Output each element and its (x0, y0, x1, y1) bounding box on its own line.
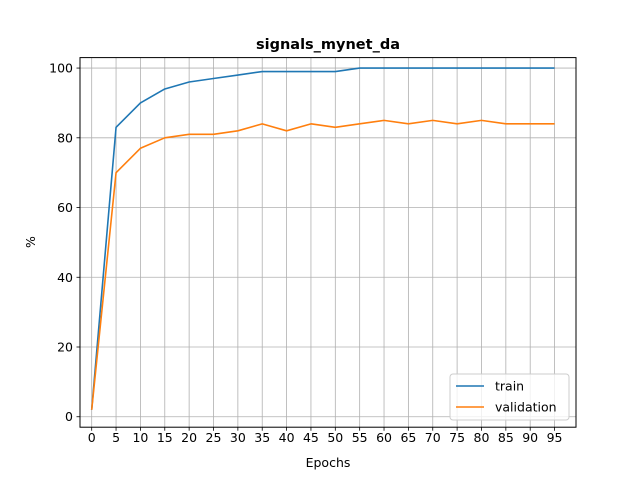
x-tick-label: 80 (474, 430, 490, 445)
x-tick-label: 50 (327, 430, 343, 445)
x-tick-label: 15 (157, 430, 173, 445)
legend-label-validation: validation (495, 400, 557, 415)
y-tick-label: 100 (49, 61, 73, 76)
y-tick-label: 80 (57, 130, 73, 145)
x-tick-label: 85 (498, 430, 514, 445)
x-tick-label: 10 (132, 430, 148, 445)
x-tick-label: 75 (449, 430, 465, 445)
x-tick-label: 20 (181, 430, 197, 445)
y-tick-label: 60 (57, 200, 73, 215)
x-axis-label: Epochs (306, 455, 351, 470)
x-tick-label: 90 (522, 430, 538, 445)
x-tick-label: 30 (230, 430, 246, 445)
x-tick-label: 0 (88, 430, 96, 445)
chart-title: signals_mynet_da (256, 37, 400, 53)
y-tick-label: 40 (57, 270, 73, 285)
x-tick-label: 45 (303, 430, 319, 445)
x-tick-label: 25 (206, 430, 222, 445)
x-tick-label: 5 (112, 430, 120, 445)
x-tick-label: 70 (425, 430, 441, 445)
y-axis-label: % (23, 236, 38, 248)
series-line-train (90, 67, 555, 410)
series-lines (90, 67, 555, 410)
y-tick-label: 0 (65, 409, 73, 424)
series-line-validation (90, 119, 555, 410)
legend-label-train: train (495, 379, 524, 394)
x-tick-label: 40 (279, 430, 295, 445)
y-tick-label: 20 (57, 340, 73, 355)
x-tick-label: 95 (547, 430, 563, 445)
legend: train validation (449, 373, 570, 421)
x-tick-label: 65 (400, 430, 416, 445)
y-axis-ticks: 0 20 40 60 80 100 (49, 61, 80, 424)
x-tick-label: 35 (254, 430, 270, 445)
x-tick-label: 60 (376, 430, 392, 445)
plot-frame (79, 57, 577, 428)
x-axis-ticks: 0 5 10 15 20 25 30 35 40 45 50 55 60 65 70 75 80 85 90 95 (88, 427, 563, 445)
x-tick-label: 55 (352, 430, 368, 445)
